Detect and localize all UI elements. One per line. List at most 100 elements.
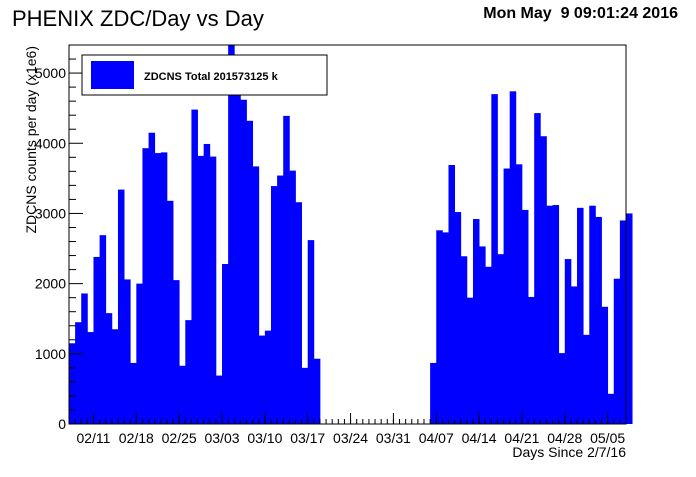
y-tick-label: 0 [58, 416, 66, 432]
bar [277, 175, 284, 424]
x-tick-label: 02/25 [162, 430, 197, 446]
bar [552, 205, 560, 424]
bar [601, 306, 609, 424]
x-tick-label: 03/10 [247, 430, 282, 446]
bar [252, 166, 260, 425]
bar [203, 143, 211, 424]
bar [626, 213, 633, 424]
bar [577, 207, 584, 424]
bar [197, 155, 205, 424]
bar [295, 202, 302, 424]
bar [583, 334, 590, 424]
bar [509, 91, 517, 424]
x-axis-label: Days Since 2/7/16 [512, 444, 626, 460]
bar [589, 205, 596, 424]
bar [479, 246, 486, 424]
bar [521, 209, 529, 424]
bar [75, 322, 82, 424]
x-tick-label: 03/24 [333, 430, 368, 446]
bar [301, 367, 309, 424]
bar [491, 94, 498, 424]
bar [124, 279, 131, 424]
bar [93, 256, 100, 424]
y-tick-label: 3000 [35, 205, 66, 221]
bar [173, 280, 180, 424]
bar [148, 132, 156, 425]
bar [307, 240, 315, 424]
y-tick-label: 1000 [35, 346, 66, 362]
bar [166, 200, 174, 424]
x-axis: 02/11 02/18 02/25 03/03 03/10 03/17 03/24 03/31… [74, 413, 625, 446]
bar [430, 362, 437, 424]
bar [607, 393, 615, 424]
y-tick-label: 5000 [35, 65, 66, 81]
bar [466, 297, 474, 424]
bar [313, 358, 321, 424]
bar [130, 362, 137, 424]
bar [136, 283, 143, 424]
x-tick-label: 03/17 [290, 430, 325, 446]
bar [234, 81, 241, 424]
bar [515, 164, 523, 424]
bar [564, 259, 572, 424]
bar [436, 230, 443, 424]
bar [546, 205, 553, 424]
bar [69, 343, 76, 424]
bar [448, 165, 456, 424]
timestamp: Mon May 9 09:01:24 2016 [483, 5, 678, 22]
bar [258, 335, 266, 424]
bar [154, 153, 162, 424]
bar [283, 115, 290, 424]
legend-label: ZDCNS Total 201573125 k [144, 71, 279, 83]
x-tick-label: 03/03 [204, 430, 239, 446]
bar [503, 168, 511, 424]
bar [534, 113, 541, 424]
legend: ZDCNS Total 201573125 k [81, 54, 328, 96]
y-tick-label: 2000 [35, 276, 66, 292]
x-tick-label: 04/14 [462, 430, 497, 446]
y-axis-label: ZDCNS counts per day (x1e6) [23, 46, 39, 234]
bar [540, 136, 547, 425]
bar [595, 216, 602, 424]
bar [87, 332, 94, 424]
x-tick-label: 04/21 [504, 430, 539, 446]
plot-frame [68, 44, 627, 425]
bars-layer [69, 45, 633, 425]
bar [619, 220, 627, 424]
bar [191, 109, 198, 424]
bar [228, 45, 235, 424]
bar [117, 189, 125, 424]
bar [81, 293, 88, 424]
bar [528, 296, 535, 424]
bar [215, 375, 223, 424]
x-tick-label: 03/31 [376, 430, 411, 446]
bar [454, 212, 462, 424]
x-tick-label: 04/28 [547, 430, 582, 446]
x-tick-label: 04/07 [419, 430, 454, 446]
bar [613, 278, 621, 424]
bar [240, 99, 247, 425]
bar [485, 266, 492, 424]
bar [270, 186, 278, 424]
bar [460, 256, 468, 424]
bar [222, 263, 229, 424]
bar [558, 353, 566, 424]
bar [497, 254, 504, 424]
bar [246, 120, 254, 425]
bar [472, 219, 480, 424]
bar [570, 286, 578, 424]
bar [142, 148, 149, 425]
bar [185, 320, 192, 424]
bar [264, 330, 272, 424]
x-tick-label: 05/05 [590, 430, 625, 446]
bar [209, 156, 217, 424]
legend-swatch [91, 61, 134, 89]
y-axis: 0 1000 2000 3000 4000 5000 [35, 44, 83, 432]
bar [99, 235, 107, 424]
bar [111, 329, 119, 424]
x-tick-label: 02/11 [76, 430, 110, 446]
chart-title: PHENIX ZDC/Day vs Day [12, 6, 264, 31]
bar [160, 152, 168, 424]
x-tick-label: 02/18 [119, 430, 154, 446]
